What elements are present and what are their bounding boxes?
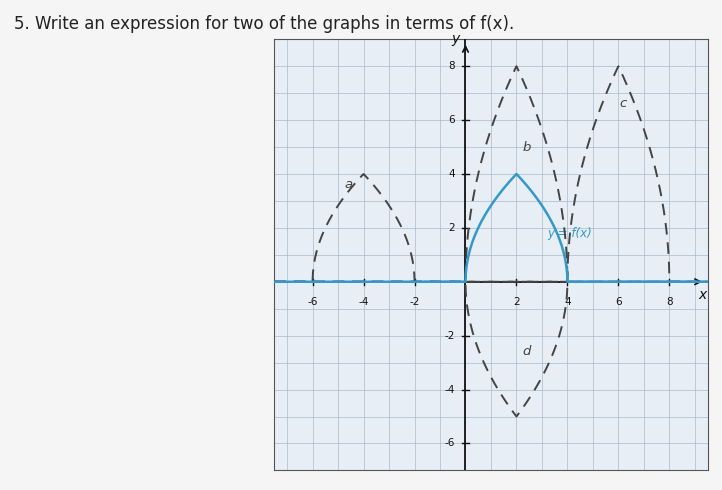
Text: -6: -6 — [308, 296, 318, 307]
Text: 5. Write an expression for two of the graphs in terms of f(x).: 5. Write an expression for two of the gr… — [14, 15, 515, 33]
Text: 6: 6 — [448, 115, 456, 125]
Text: d: d — [523, 345, 531, 358]
Text: c: c — [620, 98, 627, 110]
Text: -4: -4 — [445, 385, 456, 394]
Text: 8: 8 — [448, 61, 456, 71]
Text: 6: 6 — [615, 296, 622, 307]
Text: a: a — [344, 178, 352, 191]
Text: -2: -2 — [445, 331, 456, 341]
Text: -2: -2 — [409, 296, 419, 307]
Text: 8: 8 — [666, 296, 673, 307]
Text: 2: 2 — [513, 296, 520, 307]
Text: -4: -4 — [358, 296, 369, 307]
Text: 4: 4 — [564, 296, 570, 307]
Text: y: y — [451, 32, 459, 46]
Text: x: x — [698, 288, 707, 302]
Text: -6: -6 — [445, 439, 456, 448]
Text: 2: 2 — [448, 223, 456, 233]
Text: 4: 4 — [448, 169, 456, 179]
Text: y = f(x): y = f(x) — [547, 227, 592, 240]
Text: b: b — [523, 141, 531, 153]
